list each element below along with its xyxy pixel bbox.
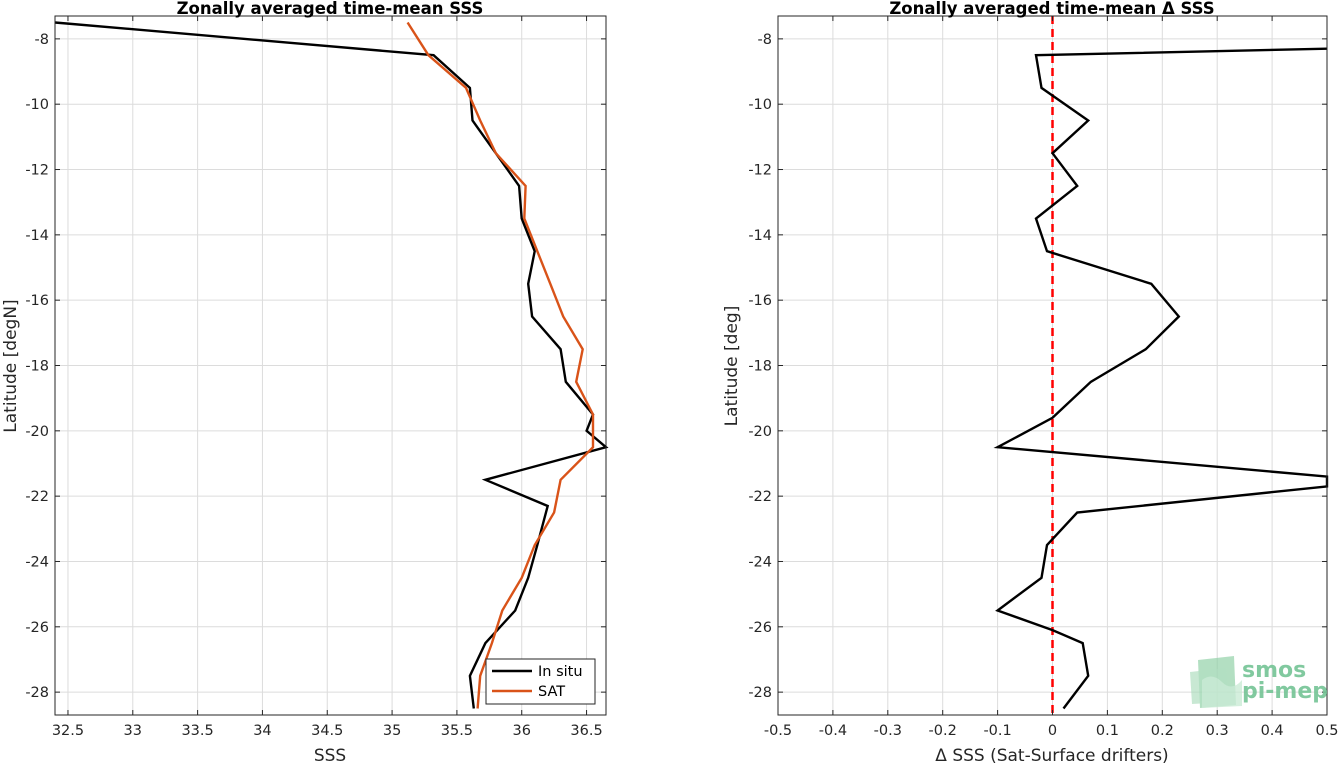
ylabel-left: Latitude [degN] [1,299,21,432]
tick-label-x-right: -0.4 [819,723,847,739]
logo-wave-icon [1190,656,1242,708]
tick-label-x-right: 0.3 [1206,723,1229,739]
tick-label-y-left: -8 [35,32,49,48]
series-line-right-0 [993,47,1329,710]
tick-label-x-right: 0.5 [1315,723,1338,739]
legend-label-in-situ: In situ [538,664,583,680]
series-right [993,16,1329,715]
tick-label-y-left: -16 [25,293,49,309]
tick-label-x-right: 0 [1048,723,1057,739]
series-left [54,21,609,709]
panel-left-sss: 32.5 33 33.5 34 34.5 35 35.5 36 36.5 -8 -10 -12 -14 -… [1,0,609,765]
ylabel-right: Latitude [deg] [722,306,742,427]
tick-label-x-left: 33.5 [181,723,213,739]
tick-label-y-left: -10 [25,97,49,113]
xlabel-left: SSS [314,746,346,765]
tick-label-y-right: -26 [748,620,772,636]
tick-label-y-right: -20 [748,424,772,440]
tick-label-y-right: -28 [748,685,772,701]
tick-label-y-right: -22 [748,489,772,505]
tick-label-y-left: -12 [25,163,49,179]
title-left: Zonally averaged time-mean SSS [177,0,484,18]
tick-label-x-right: -0.2 [929,723,957,739]
tick-label-x-left: 33 [124,723,142,739]
tick-label-x-right: 0.1 [1096,723,1119,739]
tick-label-x-right: 0.2 [1151,723,1174,739]
tick-label-y-right: -12 [748,163,772,179]
series-line-left-sat [406,21,595,709]
tick-label-x-right: -0.5 [764,723,792,739]
tick-label-x-left: 34.5 [311,723,343,739]
tick-label-y-left: -24 [25,554,49,570]
title-right: Zonally averaged time-mean Δ SSS [889,0,1214,18]
legend-label-sat: SAT [538,684,565,700]
tick-label-y-left: -14 [25,228,49,244]
tick-label-x-left: 36.5 [570,723,602,739]
tick-label-x-left: 35 [383,723,401,739]
tick-label-y-right: -16 [748,293,772,309]
panel-right-delta-sss: -0.5 -0.4 -0.3 -0.2 -0.1 0 0.1 0.2 0.3 0.4 0.5 -8 -1… [722,0,1339,765]
series-line-left-in-situ [54,21,609,709]
tick-label-y-right: -18 [748,359,772,375]
tick-label-y-right: -14 [748,228,772,244]
tick-label-x-left: 32.5 [52,723,84,739]
tick-label-y-right: -10 [748,97,772,113]
tick-label-x-left: 36 [513,723,531,739]
tick-label-x-left: 35.5 [441,723,473,739]
tick-label-y-right: -24 [748,554,772,570]
logo-text-pi-mep: pi-mep [1242,679,1328,704]
tick-label-x-right: -0.3 [874,723,902,739]
tick-label-x-right: 0.4 [1261,723,1284,739]
ticks-right: -0.5 -0.4 -0.3 -0.2 -0.1 0 0.1 0.2 0.3 0.4 0.5 -8 -1… [748,16,1339,739]
tick-label-y-left: -22 [25,489,49,505]
tick-label-y-left: -26 [25,620,49,636]
logo-text-smos: smos [1242,658,1306,683]
xlabel-right: Δ SSS (Sat-Surface drifters) [935,746,1168,765]
ticks-left: 32.5 33 33.5 34 34.5 35 35.5 36 36.5 -8 -10 -12 -14 -… [25,16,606,739]
tick-label-x-right: -0.1 [983,723,1011,739]
tick-label-y-left: -18 [25,359,49,375]
legend-box [485,658,596,705]
smos-pi-mep-logo: smos pi-mep [1190,656,1328,708]
tick-label-y-left: -20 [25,424,49,440]
tick-label-y-right: -8 [758,32,772,48]
tick-label-x-left: 34 [253,723,271,739]
tick-label-y-left: -28 [25,685,49,701]
legend: In situ SAT [485,658,596,705]
